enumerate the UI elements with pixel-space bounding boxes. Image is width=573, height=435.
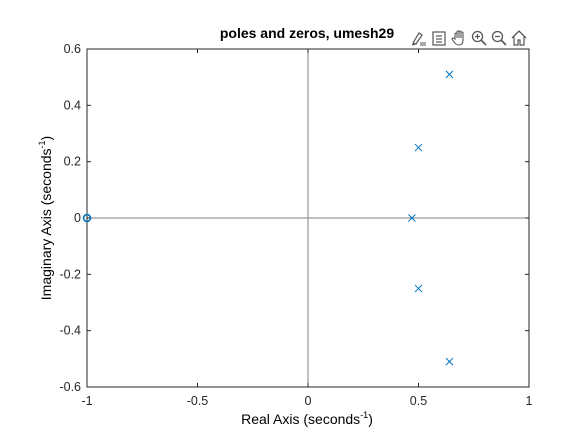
x-tick-label: -0.5	[187, 394, 209, 408]
x-tick-label: 0.5	[410, 394, 427, 408]
zoom-out-icon	[491, 30, 507, 46]
pole-marker	[414, 284, 423, 293]
home-icon	[511, 30, 527, 46]
brush-button[interactable]	[409, 28, 429, 48]
pole-marker	[414, 143, 423, 152]
zero-marker	[82, 213, 92, 223]
legend-button[interactable]	[429, 28, 449, 48]
x-axis-label: Real Axis (seconds-1)	[241, 410, 373, 427]
pole-marker	[445, 70, 454, 79]
zoom-in-button[interactable]	[469, 28, 489, 48]
pan-icon	[451, 30, 464, 46]
x-tick-label: 0	[305, 394, 312, 408]
markers	[82, 70, 454, 366]
axes-toolbar	[409, 27, 529, 49]
x-tick-label: -1	[81, 394, 92, 408]
y-tick-label: 0	[74, 211, 81, 225]
y-tick-label: 0.4	[64, 98, 81, 112]
chart-title: poles and zeros, umesh29	[220, 25, 394, 41]
x-ticks: -1 -0.5 0 0.5 1	[81, 49, 533, 408]
home-button[interactable]	[509, 28, 529, 48]
y-ticks: -0.6 -0.4 -0.2 0 0.2 0.4 0.6	[59, 42, 529, 394]
brush-icon	[411, 32, 426, 46]
zoom-in-icon	[471, 30, 487, 46]
y-tick-label: 0.6	[64, 42, 81, 56]
x-tick-label: 1	[526, 394, 533, 408]
y-tick-label: -0.6	[59, 380, 81, 394]
pole-marker	[445, 357, 454, 366]
pole-marker	[408, 214, 416, 222]
pan-button[interactable]	[449, 28, 469, 48]
y-axis-label: Imaginary Axis (seconds-1)	[37, 136, 54, 300]
y-tick-label: -0.2	[59, 267, 81, 281]
y-tick-label: 0.2	[64, 155, 81, 169]
zoom-out-button[interactable]	[489, 28, 509, 48]
y-tick-label: -0.4	[59, 324, 81, 338]
legend-icon	[432, 31, 446, 46]
